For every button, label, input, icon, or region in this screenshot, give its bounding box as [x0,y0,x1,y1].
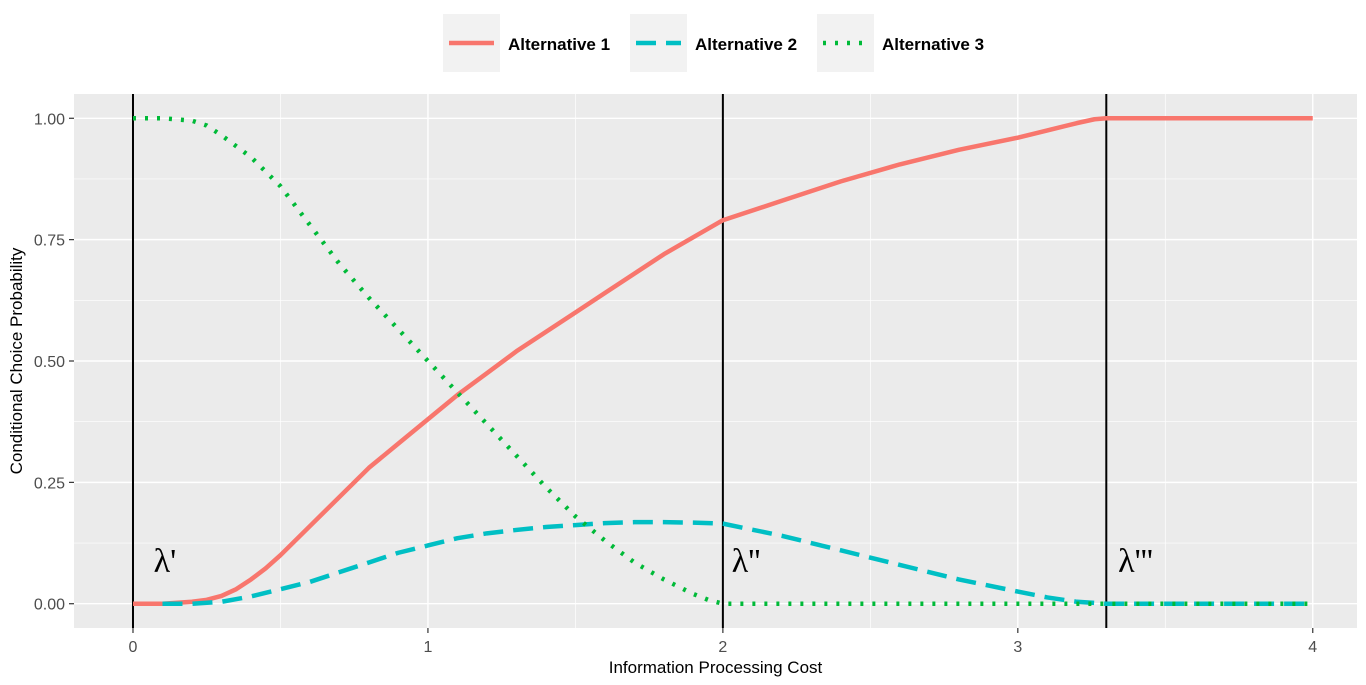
y-tick-label: 0.25 [34,475,65,492]
series-lines [132,116,1313,606]
series-line-alternative-1 [132,116,1313,606]
x-tick-label: 2 [718,639,727,656]
y-tick-label: 1.00 [34,111,65,128]
legend-label: Alternative 1 [508,35,610,54]
x-tick-label: 3 [1013,639,1022,656]
y-axis: 0.00 0.25 0.50 0.75 1.00 [34,111,74,614]
x-tick-label: 4 [1308,639,1317,656]
legend-label: Alternative 2 [695,35,797,54]
x-axis-title: Information Processing Cost [609,658,823,677]
lambda-annotation: λ'' [732,543,761,580]
x-axis: 0 1 2 3 4 [129,628,1317,656]
lambda-annotation: λ''' [1118,543,1153,580]
legend: Alternative 1 Alternative 2 Alternative 3 [443,14,984,72]
threshold-lines [131,94,1108,628]
legend-key-bg [817,14,874,72]
x-tick-label: 0 [129,639,138,656]
y-axis-title: Conditional Choice Probability [7,247,26,474]
legend-label: Alternative 3 [882,35,984,54]
series-line-alternative-3 [132,116,1313,606]
series-line-alternative-2 [162,519,1313,606]
lambda-annotations: λ' λ'' λ''' [154,543,1153,580]
y-tick-label: 0.00 [34,597,65,614]
y-tick-label: 0.50 [34,354,65,371]
lambda-annotation: λ' [154,543,177,580]
x-tick-label: 1 [423,639,432,656]
y-tick-label: 0.75 [34,233,65,250]
